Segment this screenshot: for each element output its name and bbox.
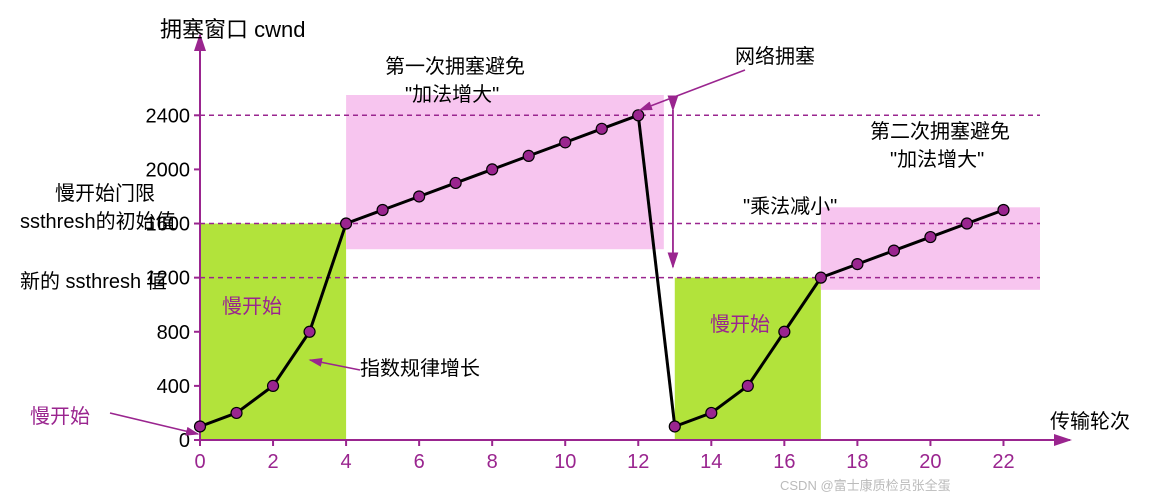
xtick-label: 0 (194, 451, 205, 473)
data-point (669, 421, 680, 432)
data-point (998, 205, 1009, 216)
data-point (450, 177, 461, 188)
annotation-slow0: 慢开始 (30, 400, 90, 429)
annotation-watermark: CSDN @富士康质检员张全蛋 (780, 475, 951, 494)
chart-svg: 0246810121416182022040080012001600200024… (0, 0, 1155, 500)
xtick-label: 18 (846, 451, 868, 473)
data-point (779, 326, 790, 337)
xtick-label: 12 (627, 451, 649, 473)
data-point (304, 326, 315, 337)
data-point (961, 218, 972, 229)
annotation-title-y: 拥塞窗口 cwnd (160, 12, 305, 44)
annotation-top1b: "加法增大" (405, 78, 499, 107)
data-point (925, 232, 936, 243)
chart-container: 0246810121416182022040080012001600200024… (0, 0, 1155, 500)
leader-line (640, 70, 745, 110)
data-point (852, 259, 863, 270)
data-point (596, 123, 607, 134)
annotation-left2: ssthresh的初始值 (20, 205, 176, 234)
annotation-slow2: 慢开始 (710, 308, 770, 337)
ytick-label: 400 (157, 376, 190, 398)
xtick-label: 14 (700, 451, 722, 473)
data-point (195, 421, 206, 432)
data-point (523, 150, 534, 161)
ytick-label: 2400 (146, 105, 191, 127)
data-point (560, 137, 571, 148)
annotation-left3: 新的 ssthresh 值 (20, 265, 167, 294)
region (675, 278, 821, 440)
data-point (341, 218, 352, 229)
xtick-label: 2 (267, 451, 278, 473)
data-point (414, 191, 425, 202)
data-point (268, 380, 279, 391)
region (346, 95, 664, 249)
region (200, 224, 346, 440)
annotation-title-x: 传输轮次 (1050, 405, 1130, 434)
annotation-exp: 指数规律增长 (360, 352, 480, 381)
annotation-top1a: 第一次拥塞避免 (385, 50, 525, 79)
annotation-top2a: 第二次拥塞避免 (870, 115, 1010, 144)
data-point (633, 110, 644, 121)
data-point (487, 164, 498, 175)
data-point (888, 245, 899, 256)
ytick-label: 0 (179, 430, 190, 452)
annotation-mul: "乘法减小" (743, 190, 837, 219)
ytick-label: 800 (157, 322, 190, 344)
xtick-label: 6 (414, 451, 425, 473)
data-point (742, 380, 753, 391)
xtick-label: 16 (773, 451, 795, 473)
annotation-left1: 慢开始门限 (55, 177, 155, 206)
xtick-label: 20 (919, 451, 941, 473)
annotation-top2b: "加法增大" (890, 143, 984, 172)
data-point (231, 407, 242, 418)
xtick-label: 8 (487, 451, 498, 473)
data-point (377, 205, 388, 216)
annotation-slow1: 慢开始 (222, 290, 282, 319)
annotation-cong: 网络拥塞 (735, 40, 815, 69)
xtick-label: 22 (992, 451, 1014, 473)
leader-line (110, 413, 198, 434)
xtick-label: 10 (554, 451, 576, 473)
data-point (706, 407, 717, 418)
xtick-label: 4 (341, 451, 352, 473)
data-point (815, 272, 826, 283)
